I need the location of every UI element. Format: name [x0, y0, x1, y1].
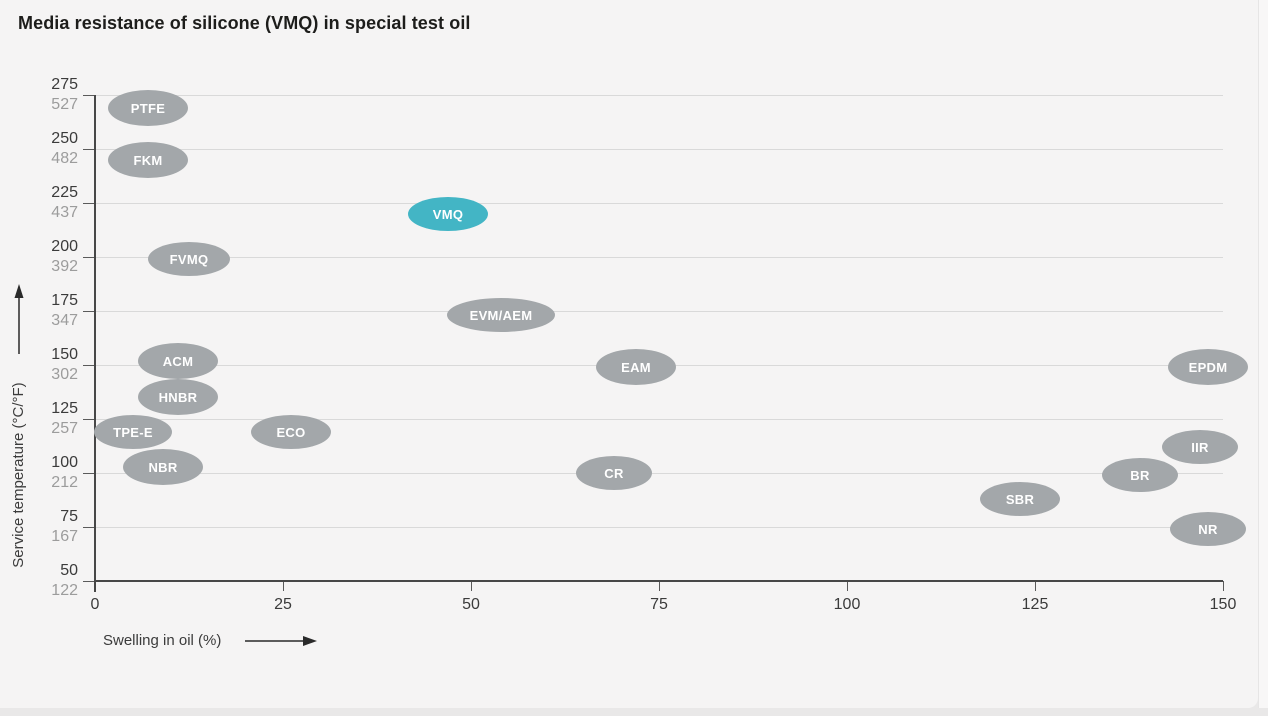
- y-tick-label-fahrenheit-527: 527: [51, 96, 78, 113]
- x-tick-125: [1035, 581, 1036, 591]
- bubble-vmq: VMQ: [408, 197, 488, 231]
- y-tick-label-fahrenheit-347: 347: [51, 312, 78, 329]
- x-tick-label-100: 100: [833, 596, 861, 613]
- x-tick-label-125: 125: [1021, 596, 1049, 613]
- bubble-sbr: SBR: [980, 482, 1060, 516]
- y-tick-label-celsius-125: 125: [51, 400, 78, 417]
- y-tick-label-celsius-275: 275: [51, 76, 78, 93]
- bubble-epdm: EPDM: [1168, 349, 1248, 385]
- gridline-100: [95, 473, 1223, 474]
- x-tick-label-25: 25: [274, 596, 292, 613]
- y-tick-225: [83, 203, 95, 204]
- gridline-75: [95, 527, 1223, 528]
- y-tick-label-celsius-75: 75: [60, 508, 78, 525]
- y-tick-label-fahrenheit-122: 122: [51, 582, 78, 599]
- y-tick-label-celsius-100: 100: [51, 454, 78, 471]
- bubble-nbr: NBR: [123, 449, 203, 485]
- gridline-125: [95, 419, 1223, 420]
- x-axis-line: [94, 580, 1223, 582]
- y-tick-75: [83, 527, 95, 528]
- bubble-tpe-e: TPE-E: [94, 415, 172, 449]
- y-tick-label-celsius-150: 150: [51, 346, 78, 363]
- y-axis-line: [94, 95, 96, 592]
- bubble-cr: CR: [576, 456, 652, 490]
- bubble-fvmq: FVMQ: [148, 242, 230, 276]
- y-tick-label-fahrenheit-167: 167: [51, 528, 78, 545]
- bubble-eco: ECO: [251, 415, 331, 449]
- y-tick-250: [83, 149, 95, 150]
- y-tick-275: [83, 95, 95, 96]
- x-axis-title: Swelling in oil (%): [103, 632, 222, 649]
- gridline-275: [95, 95, 1223, 96]
- y-tick-label-fahrenheit-482: 482: [51, 150, 78, 167]
- bubble-fkm: FKM: [108, 142, 188, 178]
- y-tick-100: [83, 473, 95, 474]
- bubble-evm-aem: EVM/AEM: [447, 298, 555, 332]
- bubble-eam: EAM: [596, 349, 676, 385]
- y-tick-50: [83, 581, 95, 582]
- x-tick-100: [847, 581, 848, 591]
- gridline-225: [95, 203, 1223, 204]
- y-tick-125: [83, 419, 95, 420]
- x-axis-right-arrow-icon: [245, 636, 317, 646]
- x-tick-50: [471, 581, 472, 591]
- bubble-nr: NR: [1170, 512, 1246, 546]
- x-tick-25: [283, 581, 284, 591]
- x-tick-label-150: 150: [1209, 596, 1237, 613]
- gridline-175: [95, 311, 1223, 312]
- gridline-200: [95, 257, 1223, 258]
- y-tick-label-fahrenheit-257: 257: [51, 420, 78, 437]
- gridline-250: [95, 149, 1223, 150]
- page-right-edge: [1258, 0, 1268, 708]
- x-tick-75: [659, 581, 660, 591]
- y-tick-label-celsius-250: 250: [51, 130, 78, 147]
- y-tick-label-celsius-225: 225: [51, 184, 78, 201]
- chart-title: Media resistance of silicone (VMQ) in sp…: [18, 13, 471, 33]
- x-tick-label-75: 75: [650, 596, 668, 613]
- y-tick-label-fahrenheit-212: 212: [51, 474, 78, 491]
- x-tick-150: [1223, 581, 1224, 591]
- y-tick-200: [83, 257, 95, 258]
- y-tick-150: [83, 365, 95, 366]
- y-tick-label-celsius-200: 200: [51, 238, 78, 255]
- bubble-ptfe: PTFE: [108, 90, 188, 126]
- bubble-acm: ACM: [138, 343, 218, 379]
- bubble-hnbr: HNBR: [138, 379, 218, 415]
- y-tick-label-celsius-50: 50: [60, 562, 78, 579]
- y-axis-title: Service temperature (°C/°F): [10, 382, 27, 568]
- y-tick-label-fahrenheit-392: 392: [51, 258, 78, 275]
- x-tick-label-50: 50: [462, 596, 480, 613]
- x-tick-label-0: 0: [90, 596, 100, 613]
- bubble-iir: IIR: [1162, 430, 1238, 464]
- y-tick-label-celsius-175: 175: [51, 292, 78, 309]
- bubble-br: BR: [1102, 458, 1178, 492]
- y-tick-label-fahrenheit-437: 437: [51, 204, 78, 221]
- y-axis-up-arrow-icon: [14, 284, 24, 354]
- y-tick-175: [83, 311, 95, 312]
- y-tick-label-fahrenheit-302: 302: [51, 366, 78, 383]
